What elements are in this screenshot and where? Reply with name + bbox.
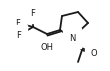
Text: F: F <box>31 9 35 17</box>
Text: N: N <box>69 34 75 43</box>
Text: F: F <box>16 19 20 27</box>
Text: F: F <box>17 31 21 39</box>
Text: OH: OH <box>40 44 53 52</box>
Text: O: O <box>91 49 97 59</box>
